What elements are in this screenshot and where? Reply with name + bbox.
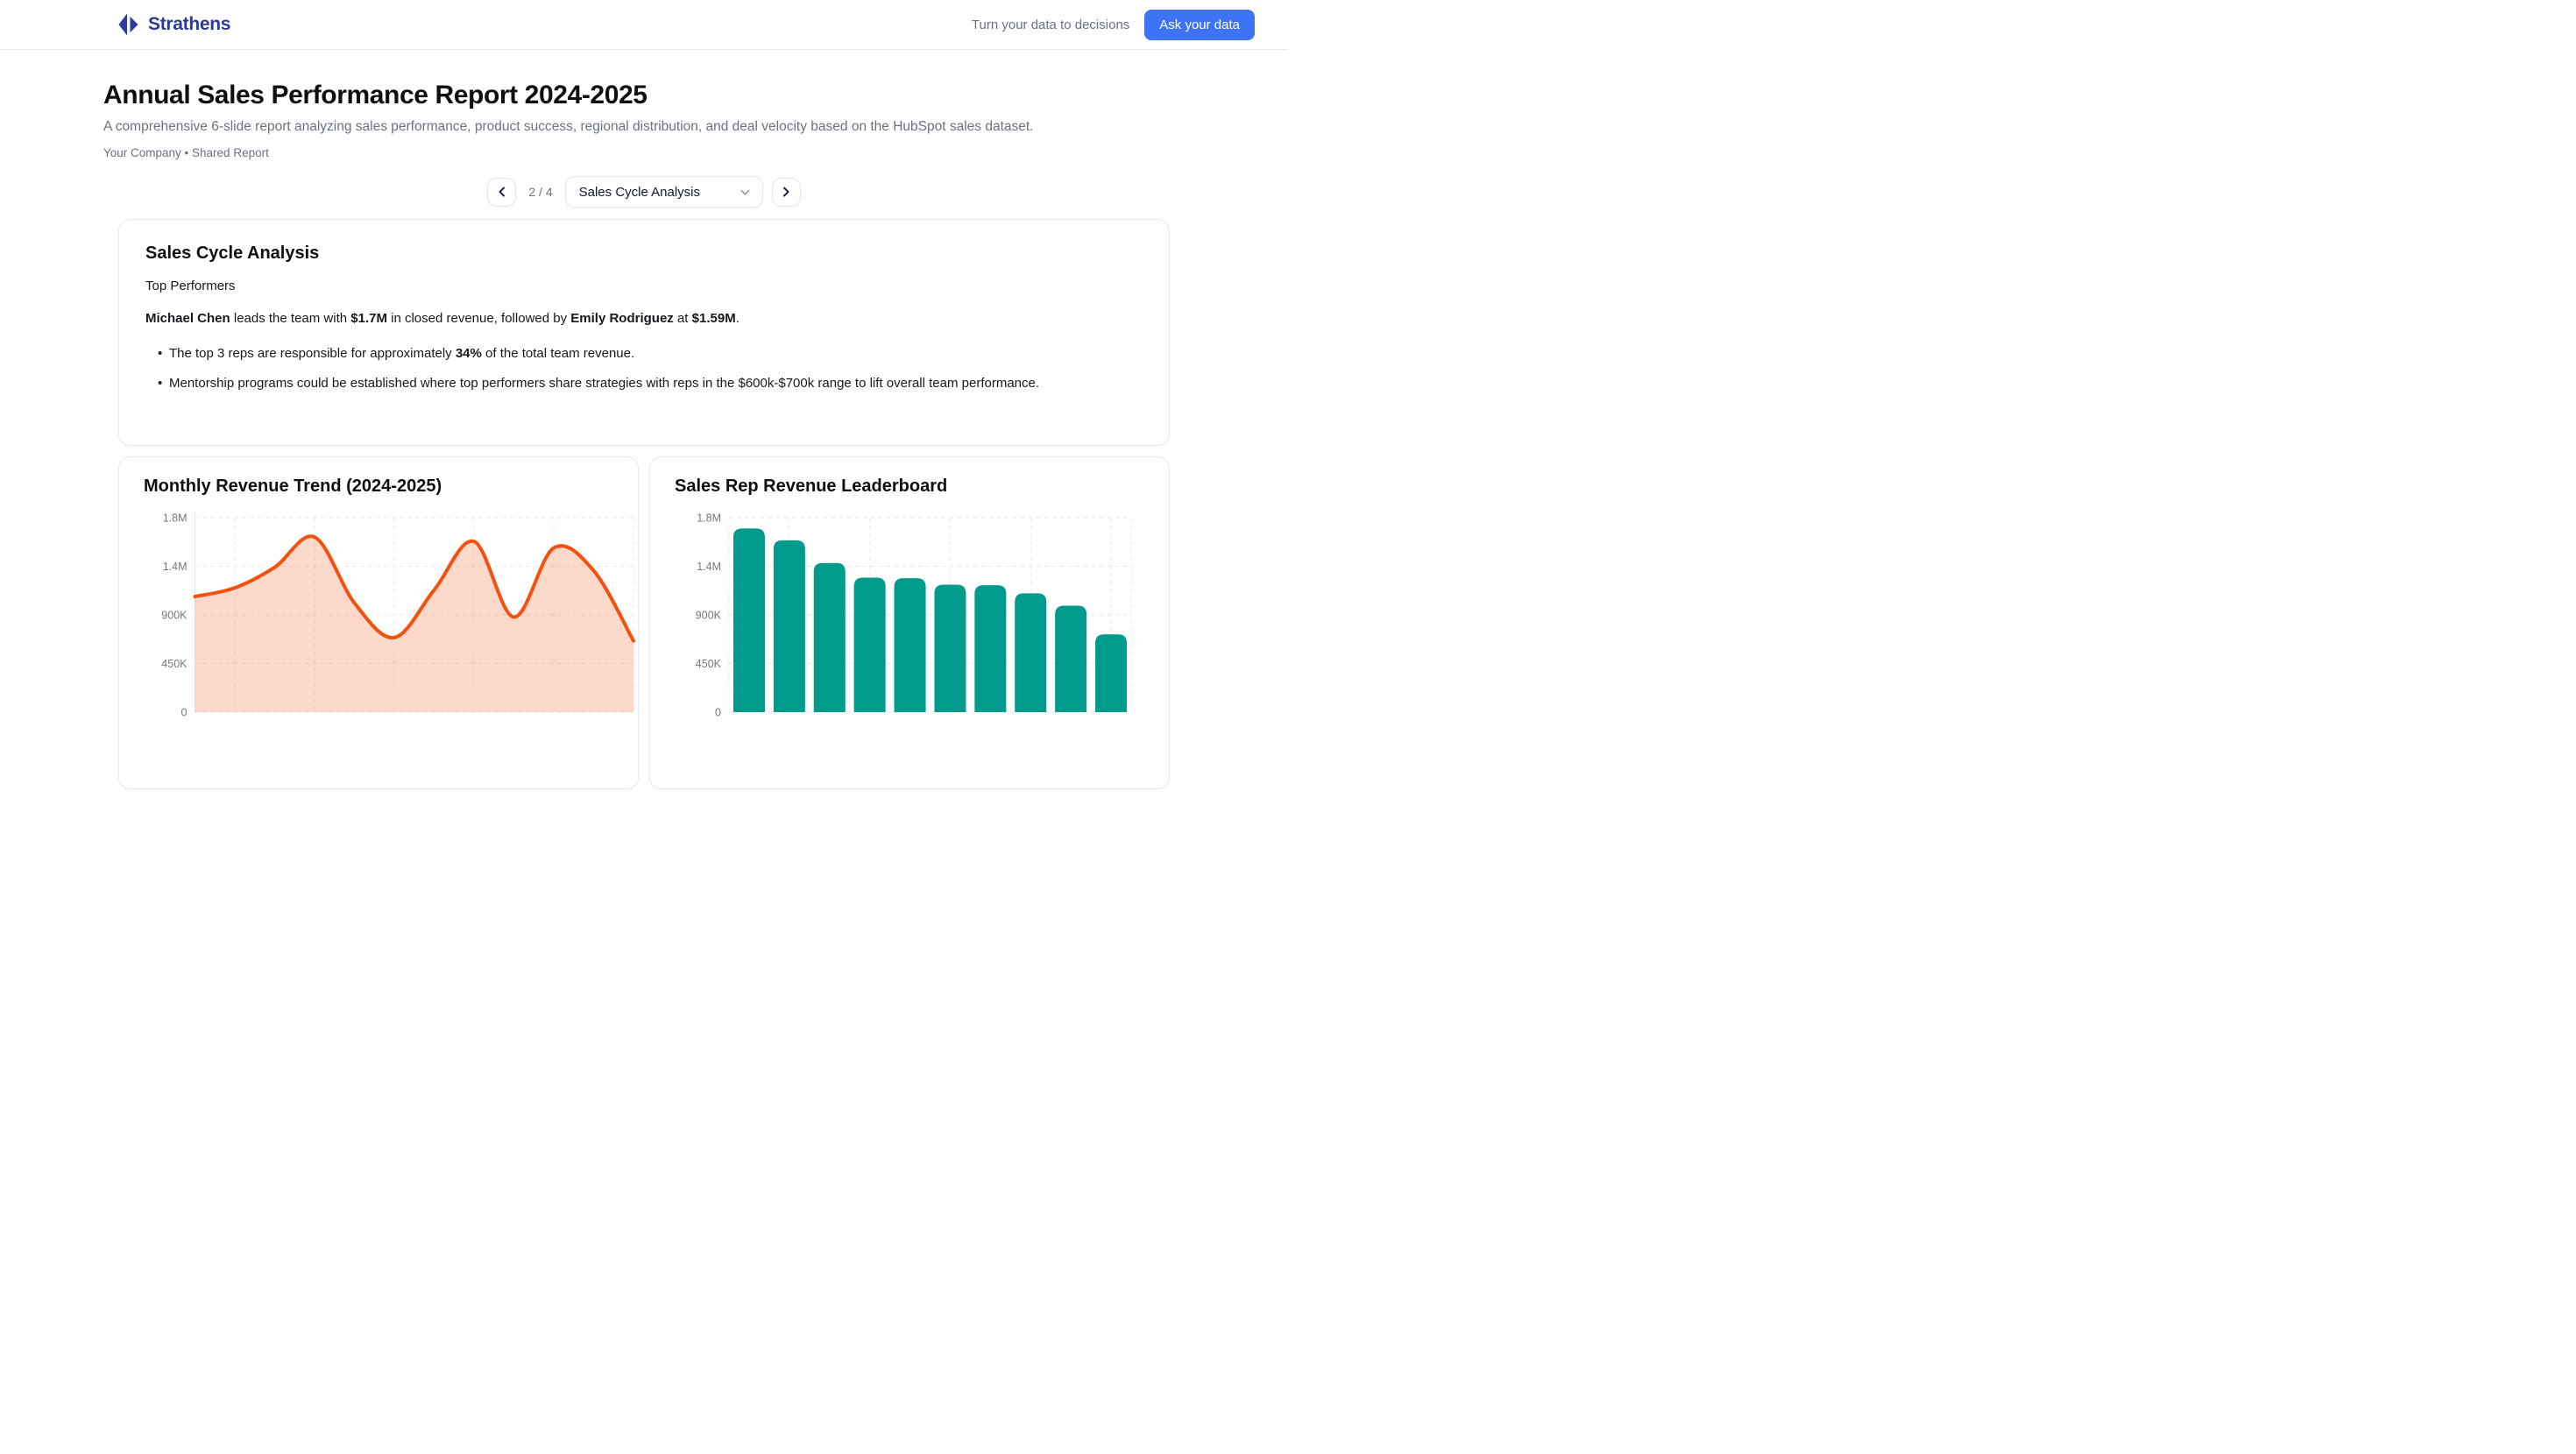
svg-text:1.8M: 1.8M	[163, 512, 188, 525]
svg-text:1.4M: 1.4M	[697, 561, 721, 573]
bullet-item: Mentorship programs could be established…	[145, 375, 1143, 393]
bullet-list: The top 3 reps are responsible for appro…	[145, 345, 1143, 392]
sales-rep-bar-chart: 0 450K 900K 1.4M 1.8M	[696, 512, 1132, 719]
slide-card: Sales Cycle Analysis Top Performers Mich…	[118, 219, 1170, 446]
ask-your-data-button[interactable]: Ask your data	[1144, 9, 1255, 40]
brand-name: Strathens	[148, 14, 231, 34]
chart-card-monthly-revenue: Monthly Revenue Trend (2024-2025) 0 450K 9…	[118, 456, 639, 789]
chart-title: Sales Rep Revenue Leaderboard	[675, 476, 948, 496]
slide-pager: 2 / 4 Sales Cycle Analysis	[0, 176, 1288, 208]
chart-card-rep-leaderboard: Sales Rep Revenue Leaderboard 0 450K 900K 1…	[649, 456, 1170, 789]
svg-text:450K: 450K	[696, 658, 722, 670]
slide-title: Sales Cycle Analysis	[145, 244, 320, 263]
svg-text:450K: 450K	[161, 658, 188, 670]
navbar: Strathens Turn your data to decisions As…	[0, 0, 1288, 50]
svg-text:0: 0	[181, 707, 188, 719]
slide-section-label: Top Performers	[145, 279, 236, 293]
svg-text:1.8M: 1.8M	[697, 512, 721, 525]
page-subtitle: A comprehensive 6-slide report analyzing…	[103, 119, 1034, 134]
brand-logo-icon	[118, 13, 138, 36]
monthly-revenue-area-chart: 0 450K 900K 1.4M 1.8M	[161, 512, 635, 719]
navbar-tagline: Turn your data to decisions	[971, 17, 1130, 32]
chart-title: Monthly Revenue Trend (2024-2025)	[144, 476, 442, 496]
svg-text:0: 0	[715, 707, 721, 719]
brand[interactable]: Strathens	[118, 13, 230, 36]
charts-row: Monthly Revenue Trend (2024-2025) 0 450K 9…	[118, 456, 1170, 789]
chevron-down-icon	[740, 189, 750, 195]
svg-text:900K: 900K	[696, 610, 722, 622]
slide-position: 2 / 4	[528, 185, 553, 199]
svg-text:1.4M: 1.4M	[163, 561, 188, 573]
next-slide-button[interactable]	[771, 177, 801, 207]
slide-lead: Michael Chen leads the team with $1.7M i…	[145, 311, 740, 326]
prev-slide-button[interactable]	[487, 177, 517, 207]
page-meta: Your Company • Shared Report	[103, 146, 269, 159]
slide-select[interactable]: Sales Cycle Analysis	[564, 176, 763, 208]
slide-select-value: Sales Cycle Analysis	[578, 184, 701, 200]
bullet-item: The top 3 reps are responsible for appro…	[145, 345, 1143, 364]
svg-text:900K: 900K	[161, 610, 188, 622]
chevron-right-icon	[783, 187, 789, 197]
chevron-left-icon	[499, 187, 505, 197]
page-title: Annual Sales Performance Report 2024-202…	[103, 81, 648, 109]
